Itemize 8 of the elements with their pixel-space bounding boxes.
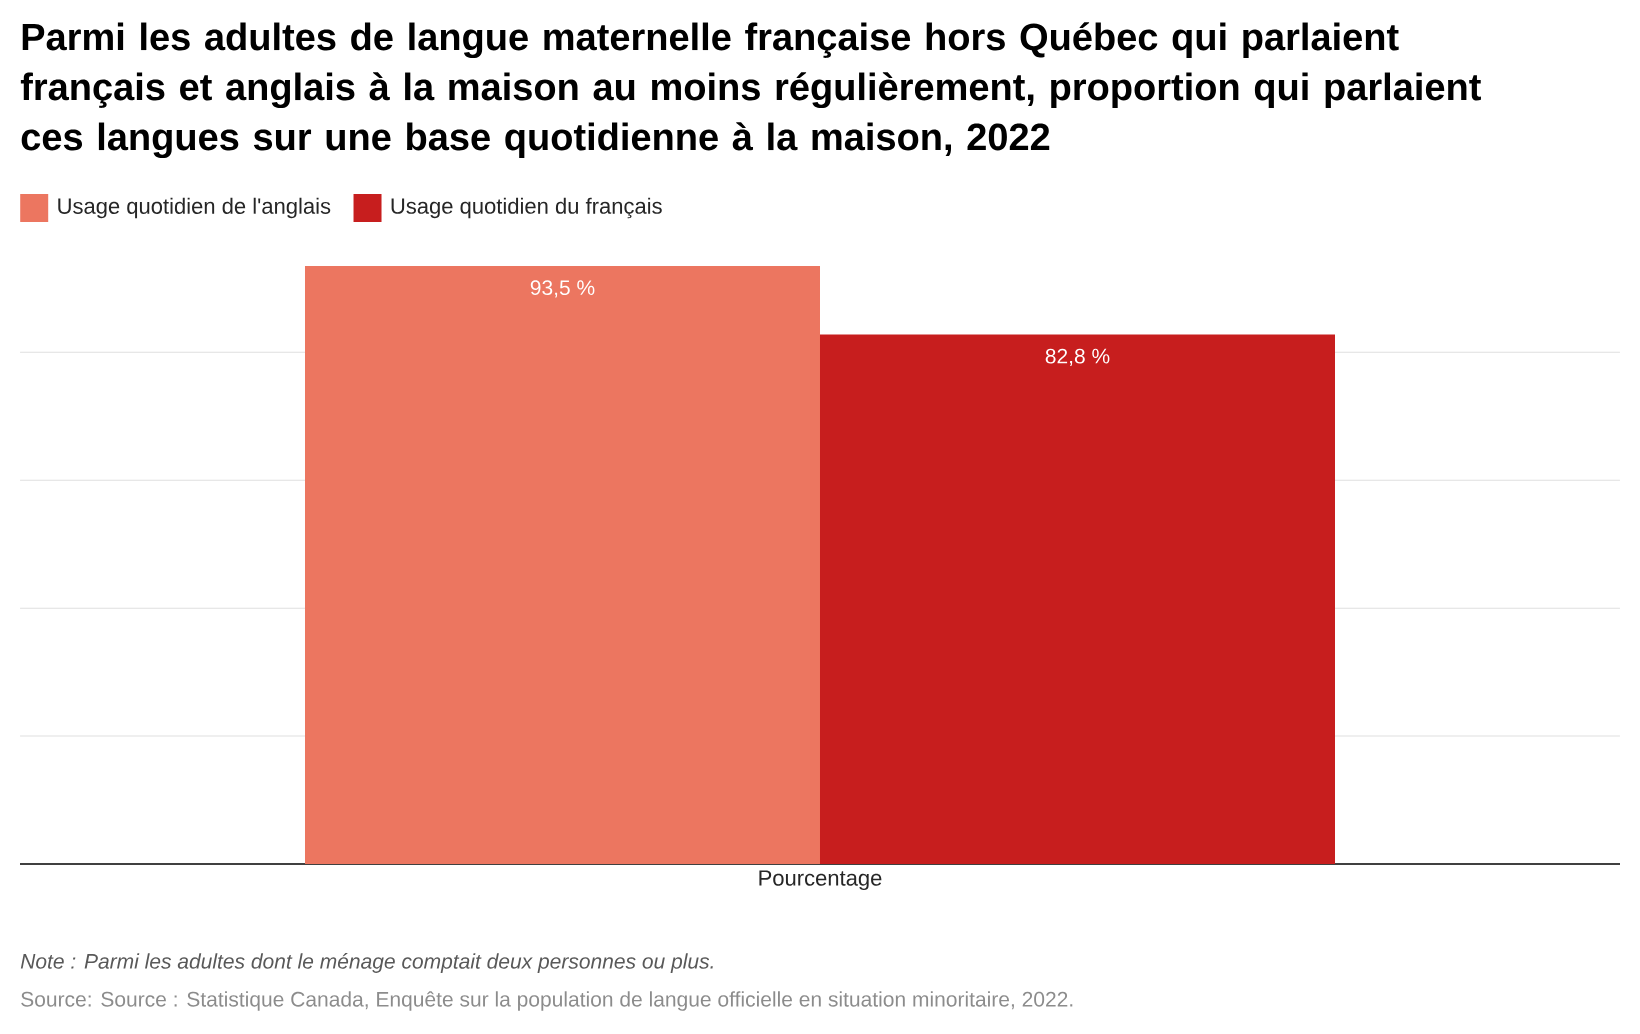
text: Note : Parmi les adultes dont le ménage comptait deux personnes ou plus. bbox=[20, 953, 713, 973]
data-label: 82,8 % bbox=[1045, 348, 1110, 366]
legend-label: Usage quotidien de l'anglais bbox=[58, 197, 331, 219]
chart-title: Parmi les adultes de langue maternelle française hors Québec qui parlaient français et anglais à la maison au moins régulièrement, proportion qui parlaient ces langues sur une base quotidienne à la maison, 2022 bbox=[20, 22, 1481, 159]
data-label: 93,5 % bbox=[530, 280, 595, 298]
legend-label: Usage quotidien du français bbox=[391, 197, 662, 219]
x-axis-title: Pourcentage bbox=[759, 870, 882, 891]
source-note: Source: Source : Statistique Canada, Enquête sur la population de langue officielle en situation minoritaire, 2022. bbox=[21, 991, 1073, 1011]
